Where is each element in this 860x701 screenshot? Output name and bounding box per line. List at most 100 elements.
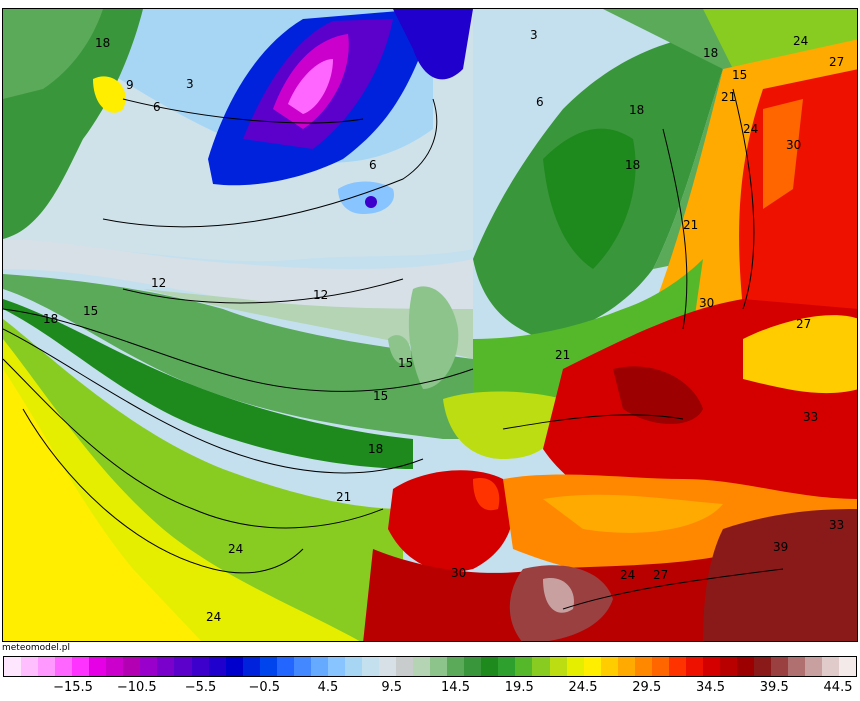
scale-swatch — [208, 657, 226, 676]
scale-swatch — [617, 657, 635, 676]
contour-label: 15 — [732, 68, 747, 82]
contour-label: 18 — [95, 36, 110, 50]
britain — [408, 286, 459, 389]
field-light-green — [143, 289, 473, 359]
contour-label: 21 — [555, 348, 570, 362]
scale-tick-label: 39.5 — [759, 680, 789, 695]
scale-swatch — [38, 657, 56, 676]
scandinavia-inner — [543, 128, 636, 269]
scale-swatch — [668, 657, 686, 676]
scale-swatch — [21, 657, 39, 676]
contour-label: 18 — [629, 103, 644, 117]
scale-tick-label: 44.5 — [823, 680, 853, 695]
contour-label: 30 — [451, 566, 466, 580]
contour-label: 24 — [793, 34, 808, 48]
contour-label: 39 — [773, 540, 788, 554]
scale-swatch — [174, 657, 192, 676]
scale-swatch — [447, 657, 465, 676]
central-europe — [473, 259, 703, 429]
contour-label: 15 — [83, 304, 98, 318]
contour-label: 24 — [743, 122, 758, 136]
map-canvas: 18 6 9 6 3 3 18 24 27 15 18 21 24 30 6 1… — [3, 9, 857, 641]
color-scale-labels: −15.5 −10.5 −5.5 −0.5 4.5 9.5 14.5 19.5 24.5 29.5… — [0, 680, 860, 698]
atlas-peak — [543, 578, 574, 613]
scale-swatch — [106, 657, 124, 676]
scale-tick-label: 4.5 — [317, 680, 339, 695]
contour-label: 24 — [620, 568, 635, 582]
contour-label: 12 — [151, 276, 166, 290]
scale-tick-label: −5.5 — [184, 680, 217, 695]
contour-label: 27 — [796, 317, 811, 331]
scale-swatch — [788, 657, 806, 676]
greenland-peak — [288, 59, 333, 114]
contour-label: 6 — [153, 100, 161, 114]
scale-swatch — [259, 657, 277, 676]
scale-swatch — [515, 657, 533, 676]
contour-label: 21 — [721, 90, 736, 104]
scale-tick-label: −0.5 — [248, 680, 281, 695]
scale-swatch — [685, 657, 703, 676]
france — [443, 391, 563, 459]
contour-label: 6 — [536, 95, 544, 109]
color-scale-bar — [3, 656, 857, 677]
field-green-band — [3, 274, 473, 439]
scale-swatch — [276, 657, 294, 676]
contour-label: 24 — [228, 542, 243, 556]
italy-dark — [613, 366, 703, 424]
scale-swatch — [430, 657, 448, 676]
labrador-north — [3, 9, 103, 99]
contour-label: 18 — [625, 158, 640, 172]
scale-swatch — [651, 657, 669, 676]
scale-swatch — [242, 657, 260, 676]
contour-label: 15 — [398, 356, 413, 370]
scale-swatch — [225, 657, 243, 676]
scale-swatch — [396, 657, 414, 676]
sahara-east — [703, 509, 857, 641]
contour-label: 30 — [699, 296, 714, 310]
scale-swatch — [140, 657, 158, 676]
scale-swatch — [566, 657, 584, 676]
iceland-icecap — [365, 196, 377, 208]
scale-swatch — [55, 657, 73, 676]
scale-tick-label: 14.5 — [441, 680, 470, 695]
scale-swatch — [822, 657, 840, 676]
contour-label: 33 — [829, 518, 844, 532]
scale-tick-label: 34.5 — [696, 680, 725, 695]
scale-tick-label: 19.5 — [504, 680, 534, 695]
contour-label: 6 — [369, 158, 377, 172]
scale-swatch — [771, 657, 789, 676]
scale-swatch — [191, 657, 209, 676]
contour-label: 30 — [786, 138, 801, 152]
scale-tick-label: 24.5 — [568, 680, 598, 695]
contour-label: 27 — [653, 568, 668, 582]
contour-label: 3 — [186, 77, 194, 91]
contour-label: 21 — [683, 218, 698, 232]
black-sea-warm — [743, 315, 857, 394]
scale-swatch — [532, 657, 550, 676]
iberia-center — [473, 478, 500, 511]
scale-swatch — [600, 657, 618, 676]
contour-lines — [3, 88, 784, 610]
scale-swatch — [293, 657, 311, 676]
scale-tick-label: 29.5 — [632, 680, 662, 695]
scale-swatch — [583, 657, 601, 676]
scale-tick-label: −10.5 — [116, 680, 157, 695]
scale-swatch — [634, 657, 652, 676]
scale-swatch — [157, 657, 175, 676]
scale-swatch — [702, 657, 720, 676]
scale-swatch — [839, 657, 857, 676]
labrador-hotspot — [93, 76, 126, 113]
field-yellow-deep — [3, 369, 202, 641]
scale-swatch — [379, 657, 397, 676]
scale-swatch — [805, 657, 823, 676]
scale-swatch — [344, 657, 362, 676]
scale-swatch — [737, 657, 755, 676]
contour-label: 9 — [126, 78, 134, 92]
contour-label: 33 — [803, 410, 818, 424]
scale-swatch — [754, 657, 772, 676]
iceland — [338, 181, 394, 214]
scale-swatch — [123, 657, 141, 676]
scale-swatch — [72, 657, 90, 676]
east-orange — [763, 99, 803, 209]
scale-swatch — [361, 657, 380, 676]
